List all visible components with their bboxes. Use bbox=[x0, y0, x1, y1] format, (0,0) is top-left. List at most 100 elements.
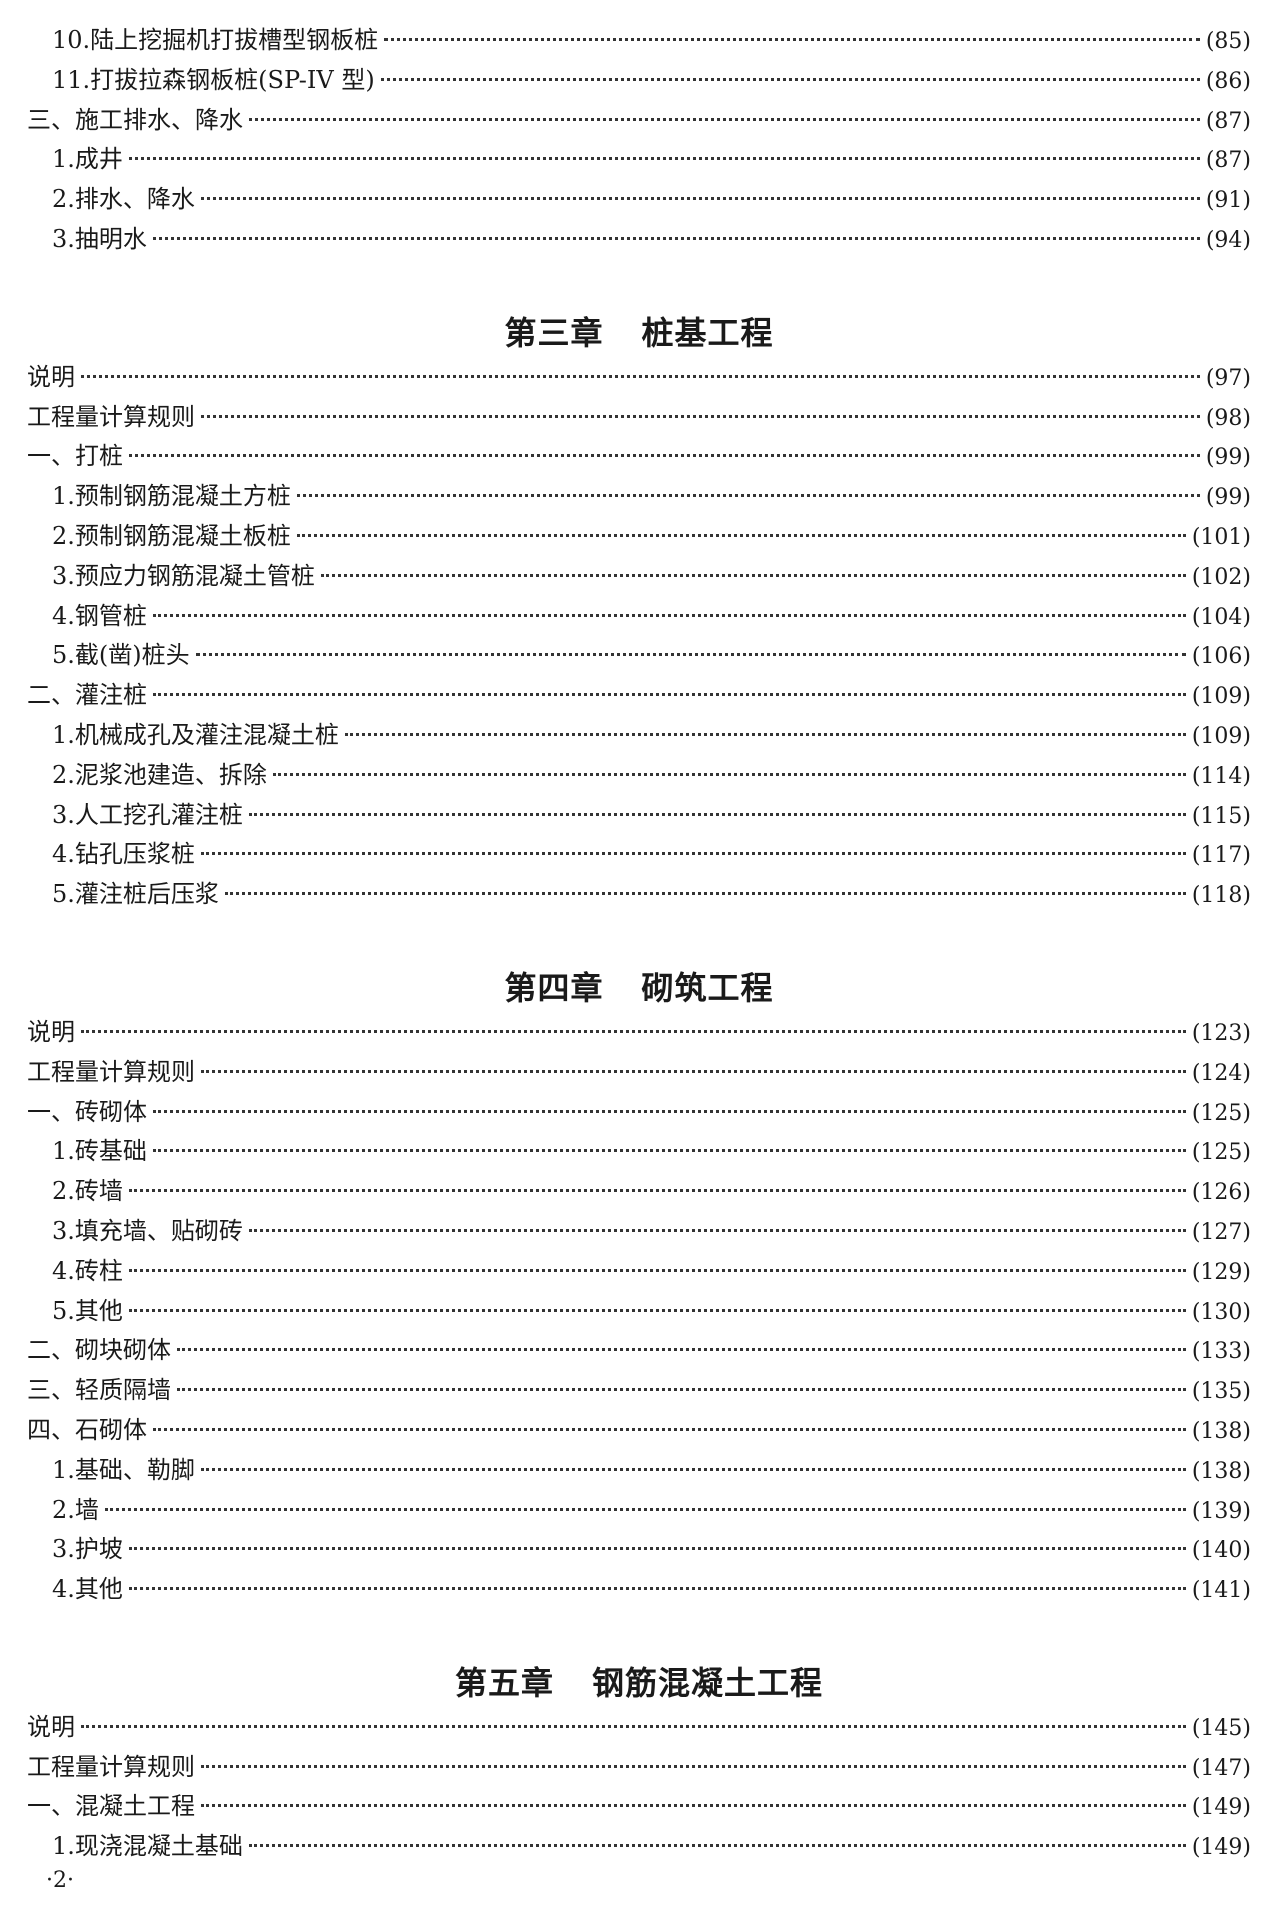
toc-entry[interactable]: 4.砖柱 (129) bbox=[27, 1252, 1251, 1292]
entry-page: (109) bbox=[1191, 684, 1251, 710]
entry-page: (99) bbox=[1205, 485, 1251, 511]
entry-label: 4.钢管桩 bbox=[52, 601, 147, 630]
toc-entry[interactable]: 工程量计算规则 (124) bbox=[27, 1053, 1251, 1093]
toc-entry[interactable]: 二、砌块砌体 (133) bbox=[27, 1331, 1251, 1371]
entry-page: (99) bbox=[1205, 445, 1251, 471]
toc-entry[interactable]: 1.砖基础 (125) bbox=[27, 1132, 1251, 1172]
toc-entry[interactable]: 2.墙 (139) bbox=[27, 1491, 1251, 1531]
entry-page: (91) bbox=[1205, 188, 1251, 214]
toc-entry[interactable]: 5.截(凿)桩头 (106) bbox=[27, 636, 1251, 676]
toc-entry[interactable]: 说明 (123) bbox=[27, 1013, 1251, 1053]
entry-label: 说明 bbox=[27, 1712, 75, 1741]
toc-entry[interactable]: 工程量计算规则 (98) bbox=[27, 398, 1251, 438]
chapter-name: 砌筑工程 bbox=[641, 968, 774, 1007]
toc-entry[interactable]: 2.砖墙 (126) bbox=[27, 1172, 1251, 1212]
entry-label: 2.墙 bbox=[52, 1495, 99, 1524]
dot-leader bbox=[248, 812, 1186, 816]
entry-page: (117) bbox=[1191, 843, 1251, 869]
entry-page: (145) bbox=[1191, 1715, 1251, 1741]
toc-entry[interactable]: 1.机械成孔及灌注混凝土桩 (109) bbox=[27, 716, 1251, 756]
toc-entry[interactable]: 2.泥浆池建造、拆除 (114) bbox=[27, 756, 1251, 796]
entry-page: (87) bbox=[1205, 148, 1251, 174]
toc-entry[interactable]: 5.其他 (130) bbox=[27, 1292, 1251, 1332]
toc-entry[interactable]: 10.陆上挖掘机打拔槽型钢板桩 (85) bbox=[27, 21, 1251, 61]
entry-page: (98) bbox=[1205, 405, 1251, 431]
chapter-chapter: 第五章 bbox=[454, 1663, 554, 1702]
toc-entry[interactable]: 一、混凝土工程 (149) bbox=[27, 1787, 1251, 1827]
dot-leader bbox=[152, 236, 1200, 240]
entry-page: (147) bbox=[1191, 1755, 1251, 1781]
entry-page: (104) bbox=[1191, 604, 1251, 630]
entry-label: 一、打桩 bbox=[27, 442, 123, 471]
entry-page: (138) bbox=[1191, 1458, 1251, 1484]
toc-entry[interactable]: 3.人工挖孔灌注桩 (115) bbox=[27, 796, 1251, 836]
toc-entry[interactable]: 3.抽明水 (94) bbox=[27, 220, 1251, 260]
entry-label: 三、轻质隔墙 bbox=[27, 1376, 171, 1405]
entry-page: (149) bbox=[1191, 1795, 1251, 1821]
toc-entry[interactable]: 二、灌注桩 (109) bbox=[27, 676, 1251, 716]
entry-page: (102) bbox=[1191, 564, 1251, 590]
toc-entry[interactable]: 3.预应力钢筋混凝土管桩 (102) bbox=[27, 557, 1251, 597]
toc-entry[interactable]: 4.钻孔压浆桩 (117) bbox=[27, 835, 1251, 875]
toc-entry[interactable]: 四、石砌体 (138) bbox=[27, 1411, 1251, 1451]
entry-label: 工程量计算规则 bbox=[27, 402, 195, 431]
entry-page: (125) bbox=[1191, 1140, 1251, 1166]
dot-leader bbox=[81, 1724, 1186, 1728]
entry-page: (106) bbox=[1191, 644, 1251, 670]
dot-leader bbox=[128, 1308, 1186, 1312]
toc-entry[interactable]: 一、打桩 (99) bbox=[27, 437, 1251, 477]
toc-entry[interactable]: 2.排水、降水 (91) bbox=[27, 180, 1251, 220]
dot-leader bbox=[320, 573, 1186, 577]
dot-leader bbox=[128, 157, 1200, 161]
toc-entry[interactable]: 三、轻质隔墙 (135) bbox=[27, 1371, 1251, 1411]
entry-page: (126) bbox=[1191, 1180, 1251, 1206]
chapter-title: 第五章 钢筋混凝土工程 bbox=[27, 1661, 1251, 1705]
toc-entry[interactable]: 1.现浇混凝土基础 (149) bbox=[27, 1827, 1251, 1867]
entry-label: 5.灌注桩后压浆 bbox=[52, 880, 219, 909]
chapter-name: 桩基工程 bbox=[641, 313, 774, 352]
entry-label: 3.预应力钢筋混凝土管桩 bbox=[52, 561, 315, 590]
dot-leader bbox=[296, 533, 1186, 537]
entry-page: (139) bbox=[1191, 1498, 1251, 1524]
toc-entry[interactable]: 工程量计算规则 (147) bbox=[27, 1748, 1251, 1788]
entry-label: 四、石砌体 bbox=[27, 1415, 147, 1444]
dot-leader bbox=[200, 1467, 1186, 1471]
toc-entry[interactable]: 说明 (145) bbox=[27, 1708, 1251, 1748]
dot-leader bbox=[81, 1029, 1186, 1033]
toc-entry[interactable]: 2.预制钢筋混凝土板桩 (101) bbox=[27, 517, 1251, 557]
toc-entry[interactable]: 一、砖砌体 (125) bbox=[27, 1093, 1251, 1133]
entry-page: (101) bbox=[1191, 524, 1251, 550]
toc-entry[interactable]: 说明 (97) bbox=[27, 358, 1251, 398]
entry-page: (94) bbox=[1205, 227, 1251, 253]
toc-entry[interactable]: 11.打拔拉森钢板桩(SP-IV 型) (86) bbox=[27, 61, 1251, 101]
dot-leader bbox=[296, 494, 1200, 498]
entry-label: 1.机械成孔及灌注混凝土桩 bbox=[52, 720, 339, 749]
toc-entry[interactable]: 1.基础、勒脚 (138) bbox=[27, 1451, 1251, 1491]
entry-label: 1.成井 bbox=[52, 145, 123, 174]
entry-label: 4.砖柱 bbox=[52, 1256, 123, 1285]
chapter-title: 第三章 桩基工程 bbox=[27, 311, 1251, 355]
toc-entry[interactable]: 4.其他 (141) bbox=[27, 1570, 1251, 1610]
toc-entry[interactable]: 1.预制钢筋混凝土方桩 (99) bbox=[27, 477, 1251, 517]
toc-entry[interactable]: 1.成井 (87) bbox=[27, 140, 1251, 180]
toc-entry[interactable]: 4.钢管桩 (104) bbox=[27, 597, 1251, 637]
dot-leader bbox=[200, 852, 1186, 856]
entry-page: (124) bbox=[1191, 1060, 1251, 1086]
entry-label: 3.人工挖孔灌注桩 bbox=[52, 800, 243, 829]
toc-entry[interactable]: 三、施工排水、降水 (87) bbox=[27, 101, 1251, 141]
dot-leader bbox=[201, 1764, 1186, 1768]
dot-leader bbox=[81, 374, 1200, 378]
entry-label: 5.截(凿)桩头 bbox=[52, 641, 190, 670]
toc-entry[interactable]: 3.护坡 (140) bbox=[27, 1530, 1251, 1570]
dot-leader bbox=[177, 1348, 1186, 1352]
dot-leader bbox=[128, 1268, 1186, 1272]
toc-entry[interactable]: 3.填充墙、贴砌砖 (127) bbox=[27, 1212, 1251, 1252]
dot-leader bbox=[248, 1844, 1186, 1848]
entry-page: (87) bbox=[1205, 108, 1251, 134]
chapter-chapter: 第四章 bbox=[504, 968, 604, 1007]
entry-page: (138) bbox=[1191, 1418, 1251, 1444]
dot-leader bbox=[128, 1547, 1186, 1551]
toc-entry[interactable]: 5.灌注桩后压浆 (118) bbox=[27, 875, 1251, 915]
chapter-title: 第四章 砌筑工程 bbox=[27, 966, 1251, 1010]
dot-leader bbox=[153, 1427, 1186, 1431]
